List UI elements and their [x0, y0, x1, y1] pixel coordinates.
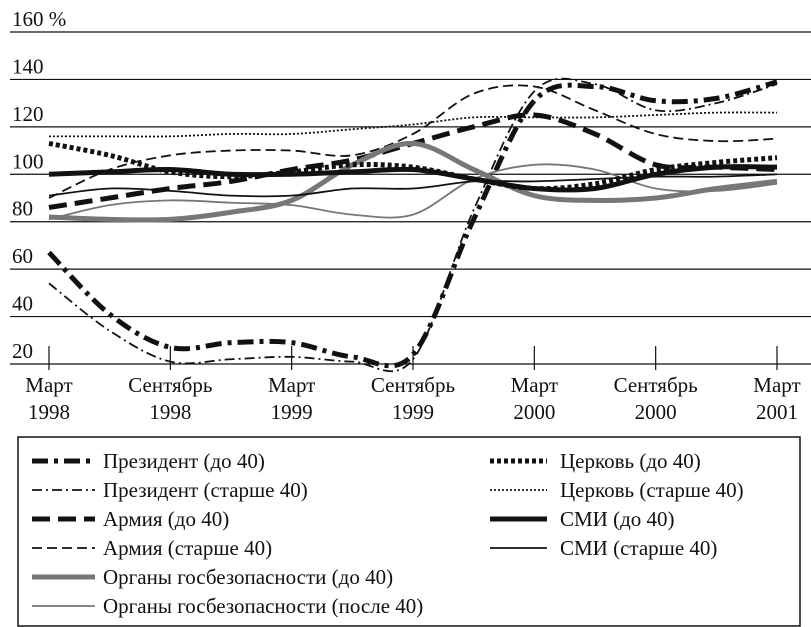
x-tick-label: Март 1999	[267, 373, 316, 424]
legend-label: Президент (старше 40)	[103, 478, 308, 502]
series-line	[48, 173, 778, 198]
x-tick-label: Март 2001	[753, 373, 801, 424]
series-line	[48, 163, 778, 221]
y-tick-label: 60	[12, 244, 33, 268]
legend-label: Церковь (старше 40)	[560, 478, 744, 502]
legend-label: СМИ (старше 40)	[560, 536, 717, 560]
legend-box	[17, 436, 801, 627]
y-tick-label: 40	[12, 292, 33, 316]
series-line	[49, 111, 778, 138]
series-line	[48, 164, 778, 193]
y-tick-label: 100	[12, 149, 44, 173]
x-tick-label: Март 2000	[510, 373, 559, 424]
legend-label: СМИ (до 40)	[560, 507, 675, 531]
x-tick-label: Март 1998	[25, 373, 73, 424]
series-line	[48, 140, 778, 223]
legend-label: Президент (до 40)	[103, 449, 265, 473]
x-tick-label: Сентябрь 1999	[370, 373, 456, 424]
y-tick-label: 80	[12, 197, 33, 221]
series-line	[48, 112, 778, 210]
x-tick-label: Сентябрь 2000	[613, 373, 698, 424]
y-tick-label: 140	[12, 54, 44, 78]
legend-label: Армия (старше 40)	[103, 536, 272, 560]
y-tick-label: 160 %	[12, 7, 66, 31]
x-tick-label: Сентябрь 1998	[128, 373, 213, 424]
legend-label: Органы госбезопасности (до 40)	[103, 565, 393, 589]
legend-label: Органы госбезопасности (после 40)	[103, 594, 423, 618]
series-line	[47, 79, 778, 369]
y-tick-label: 20	[12, 339, 33, 363]
legend-label: Армия (до 40)	[103, 507, 229, 531]
series-line	[48, 77, 778, 373]
series-line	[48, 84, 778, 199]
legend-label: Церковь (до 40)	[560, 449, 701, 473]
y-tick-label: 120	[12, 102, 44, 126]
